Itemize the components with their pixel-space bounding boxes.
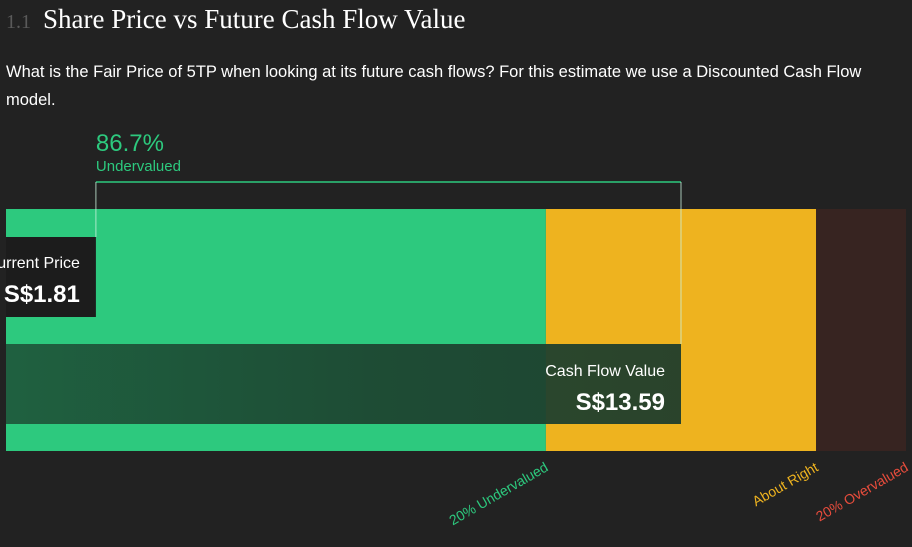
section-number: 1.1 <box>6 11 31 34</box>
current-price-value: S$1.81 <box>4 281 80 308</box>
section-title: Share Price vs Future Cash Flow Value <box>43 4 465 35</box>
cash-flow-value-label: Cash Flow Value <box>545 363 665 380</box>
zone-label-about-right: About Right <box>749 459 820 509</box>
cash-flow-value-value: S$13.59 <box>576 389 665 416</box>
zone-label-overvalued: 20% Overvalued <box>813 459 911 525</box>
current-price-label: Current Price <box>0 255 80 272</box>
zone-label-undervalued: 20% Undervalued <box>446 459 550 529</box>
difference-status: Undervalued <box>96 158 181 175</box>
difference-percent: 86.7% <box>96 130 164 157</box>
section-heading: 1.1 Share Price vs Future Cash Flow Valu… <box>6 4 465 38</box>
valuation-chart: Current Price S$1.81 Cash Flow Value S$13.5… <box>0 120 912 547</box>
zone-overvalued <box>816 209 906 451</box>
section-description: What is the Fair Price of 5TP when looki… <box>6 58 906 114</box>
